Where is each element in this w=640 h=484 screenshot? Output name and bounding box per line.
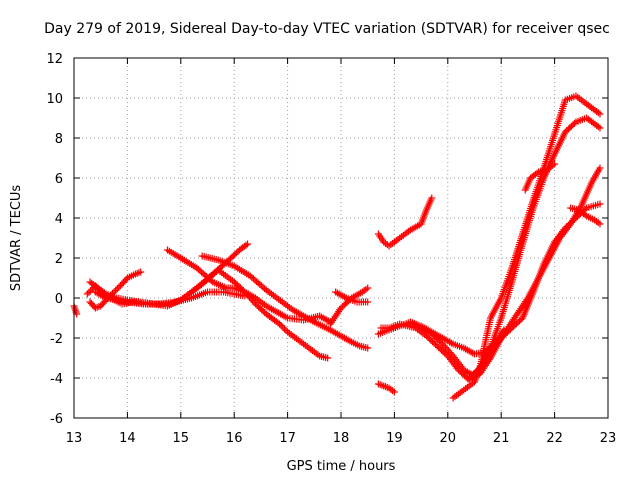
data-series-arc-18 [567,204,604,228]
chart-title: Day 279 of 2019, Sidereal Day-to-day VTE… [44,21,610,37]
data-point [112,286,120,294]
data-point [85,288,93,296]
data-point [594,123,602,131]
data-series-arc-1 [70,302,81,318]
data-point [581,211,589,219]
data-point [364,284,372,292]
data-point [364,298,372,306]
data-point [364,344,372,352]
x-tick-label: 23 [600,431,617,446]
y-tick-label: 10 [46,92,63,107]
x-tick-label: 13 [66,431,83,446]
data-point [596,124,604,132]
y-tick-label: -4 [50,372,63,387]
grid-layer [74,58,608,418]
data-point [533,169,541,177]
data-point [445,347,453,355]
data-point [279,323,287,331]
data-point [596,220,604,228]
data-point [443,345,451,353]
data-point [276,320,284,328]
data-series-arc-11 [374,194,436,250]
x-tick-label: 18 [333,431,350,446]
data-point [428,194,436,202]
data-point [594,109,602,117]
data-point [277,322,285,330]
data-point [244,240,252,248]
data-point [280,325,288,333]
x-tick-label: 22 [546,431,563,446]
data-point [570,119,578,127]
data-point [437,339,445,347]
y-tick-label: 4 [55,212,63,227]
x-tick-label: 17 [279,431,296,446]
data-series-arc-7 [198,252,372,352]
data-point [242,241,250,249]
data-point [137,268,145,276]
y-tick-label: 2 [55,252,63,267]
data-point [596,200,604,208]
data-series-arc-10 [374,380,398,396]
y-tick-label: -2 [50,332,63,347]
data-series-arc-9 [332,288,372,306]
x-tick-label: 19 [386,431,403,446]
y-tick-labels: -6 -4 -2 0 2 4 6 8 10 12 [46,52,63,427]
y-tick-label: 6 [55,172,63,187]
y-axis-label: SDTVAR / TECUs [9,185,24,292]
data-series-arc-16 [465,114,604,382]
x-tick-labels: 13 14 15 16 17 18 19 20 21 22 23 [66,431,617,446]
data-point [596,110,604,118]
data-point [446,349,454,357]
data-point [113,285,121,293]
data-series-arc-15 [449,92,604,402]
plot-frame [73,57,609,419]
data-point [116,282,124,290]
y-tick-label: -6 [50,412,63,427]
data-point [83,290,91,298]
data-point [390,388,398,396]
data-point [440,342,448,350]
data-point [442,343,450,351]
x-tick-label: 15 [173,431,190,446]
data-point [115,283,123,291]
y-tick-label: 0 [55,292,63,307]
x-axis-label: GPS time / hours [287,459,396,474]
data-point [207,277,215,285]
x-tick-label: 20 [440,431,457,446]
y-tick-label: 8 [55,132,63,147]
data-point [596,164,604,172]
data-point [551,160,559,168]
x-tick-label: 16 [226,431,243,446]
data-series-arc-17 [521,160,559,194]
data-point [324,354,332,362]
x-tick-label: 21 [493,431,510,446]
data-layer [70,92,604,402]
data-point [438,340,446,348]
x-tick-label: 14 [119,431,136,446]
y-tick-label: 12 [46,52,63,67]
data-point [87,287,95,295]
